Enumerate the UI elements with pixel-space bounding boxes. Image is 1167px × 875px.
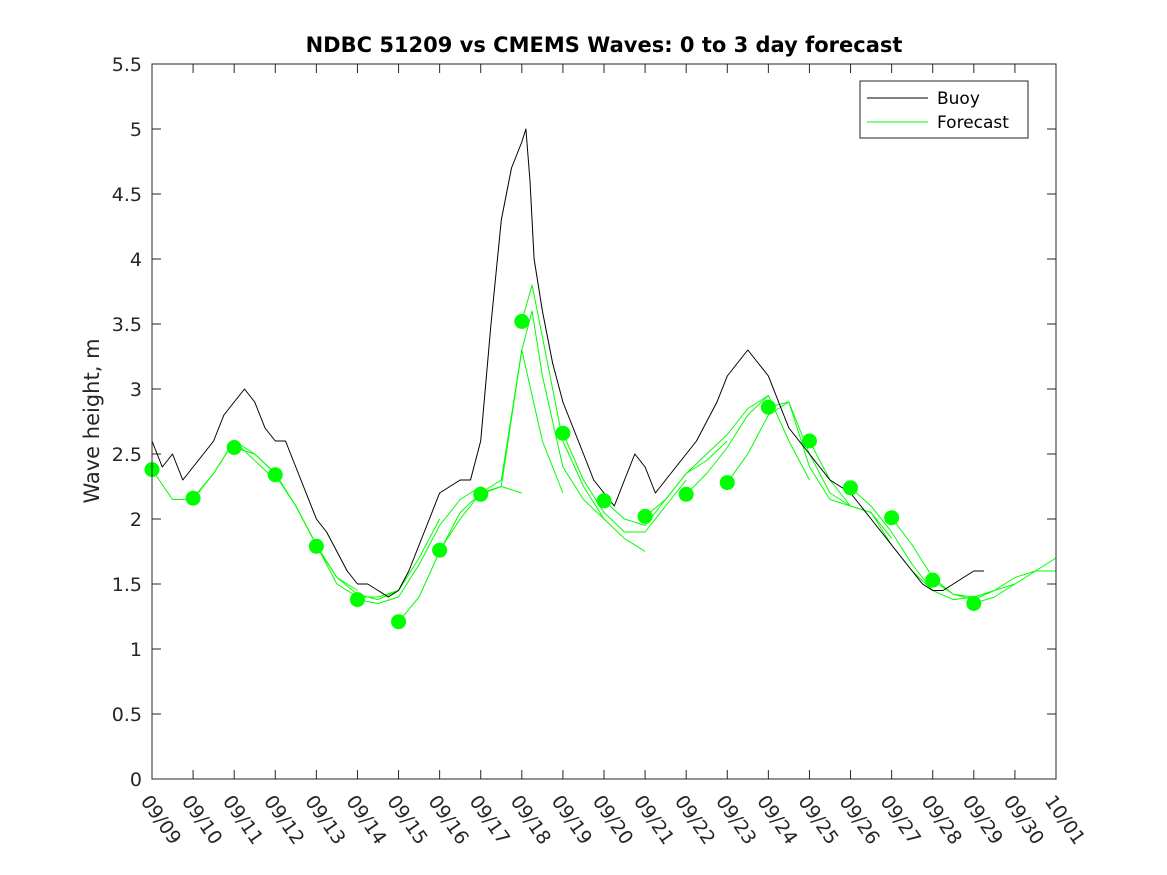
legend-box bbox=[859, 80, 1029, 139]
buoy-line bbox=[151, 128, 985, 598]
y-axis-ticks: 0 0.5 1 1.5 2 2.5 3 3.5 4 4.5 5 5.5 bbox=[112, 54, 1056, 791]
y-tick-label: 2 bbox=[130, 509, 142, 531]
y-axis-label: Wave height, m bbox=[80, 338, 104, 503]
forecast-initial-point bbox=[801, 433, 817, 449]
forecast-line bbox=[357, 486, 481, 604]
plot-background bbox=[152, 64, 1056, 779]
forecast-initial-point bbox=[308, 538, 324, 554]
forecast-line bbox=[973, 557, 1057, 604]
forecast-line bbox=[685, 395, 810, 495]
legend: Buoy Forecast bbox=[859, 80, 1029, 139]
y-tick-label: 1.5 bbox=[112, 574, 142, 596]
y-tick-label: 1 bbox=[130, 639, 142, 661]
forecast-initial-point bbox=[514, 313, 530, 329]
forecast-initial-point bbox=[226, 440, 242, 455]
forecast-initial-point bbox=[349, 592, 365, 608]
forecast-initial-point bbox=[555, 425, 571, 441]
y-tick-label: 0 bbox=[130, 769, 142, 791]
forecast-line bbox=[644, 395, 769, 517]
forecast-initial-point bbox=[925, 572, 941, 588]
legend-label-forecast: Forecast bbox=[937, 113, 1009, 133]
plot-area bbox=[152, 64, 1056, 779]
forecast-initial-point bbox=[760, 399, 776, 415]
forecast-line bbox=[562, 432, 687, 533]
forecast-line bbox=[439, 349, 564, 551]
forecast-initial-point bbox=[473, 486, 489, 502]
axes-box bbox=[151, 63, 1057, 780]
forecast-line bbox=[521, 284, 646, 552]
forecast-line bbox=[850, 487, 974, 601]
y-tick-label: 4.5 bbox=[112, 184, 142, 206]
y-tick-label: 2.5 bbox=[112, 444, 142, 466]
y-tick-label: 0.5 bbox=[112, 704, 142, 726]
forecast-initial-markers bbox=[144, 313, 982, 630]
series-lines bbox=[151, 128, 1057, 623]
y-tick-label: 4 bbox=[130, 249, 142, 271]
y-tick-label: 3 bbox=[130, 379, 142, 401]
y-tick-label: 5 bbox=[130, 119, 142, 141]
forecast-initial-point bbox=[966, 596, 982, 611]
forecast-initial-point bbox=[843, 480, 859, 496]
legend-label-buoy: Buoy bbox=[937, 89, 980, 109]
forecast-line bbox=[315, 518, 441, 601]
forecast-initial-point bbox=[391, 614, 407, 630]
forecast-initial-point bbox=[185, 490, 201, 506]
forecast-initial-point bbox=[267, 467, 283, 483]
chart-title: NDBC 51209 vs CMEMS Waves: 0 to 3 day fo… bbox=[306, 33, 903, 57]
forecast-initial-point bbox=[719, 475, 735, 491]
forecast-initial-point bbox=[637, 508, 653, 524]
forecast-initial-point bbox=[678, 486, 694, 502]
forecast-line bbox=[480, 310, 605, 520]
forecast-initial-point bbox=[596, 493, 612, 509]
y-tick-label: 5.5 bbox=[112, 54, 142, 76]
forecast-line bbox=[274, 474, 399, 598]
forecast-initial-point bbox=[432, 542, 448, 558]
y-tick-label: 3.5 bbox=[112, 314, 142, 336]
forecast-initial-point bbox=[884, 510, 900, 526]
